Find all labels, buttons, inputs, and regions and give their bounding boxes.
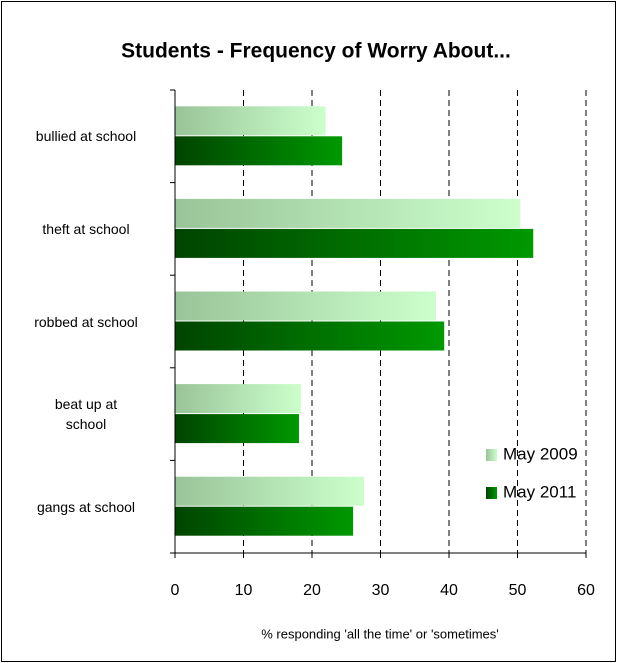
bar <box>175 136 343 166</box>
legend-label: May 2011 <box>503 482 576 501</box>
y-tick-label: theft at school <box>42 220 130 237</box>
y-tick-label: gangs at school <box>36 498 136 515</box>
x-axis-title: % responding 'all the time' or 'sometime… <box>261 626 499 641</box>
bar <box>175 228 534 258</box>
y-tick-label: robbed at school <box>34 313 138 330</box>
x-tick-label: 50 <box>509 582 527 599</box>
legend-swatch <box>486 487 497 499</box>
bar <box>175 106 326 136</box>
x-tick-label: 20 <box>303 582 321 599</box>
bar <box>175 506 354 536</box>
bar <box>175 476 365 506</box>
y-tick-label: bullied at school <box>35 128 137 145</box>
bar <box>175 414 299 444</box>
bar <box>175 291 436 321</box>
y-tick-label: beat up at school <box>54 396 118 433</box>
x-tick-label: 30 <box>372 582 390 599</box>
legend-swatch <box>486 449 497 461</box>
x-tick-label: 10 <box>235 582 253 599</box>
x-tick-label: 40 <box>440 582 458 599</box>
bar <box>175 384 302 414</box>
x-tick-label: 0 <box>171 582 180 599</box>
bar <box>175 321 445 351</box>
bar <box>175 198 521 228</box>
legend-label: May 2009 <box>503 444 578 463</box>
chart-title: Students - Frequency of Worry About... <box>121 40 511 63</box>
x-tick-label: 60 <box>577 582 595 599</box>
